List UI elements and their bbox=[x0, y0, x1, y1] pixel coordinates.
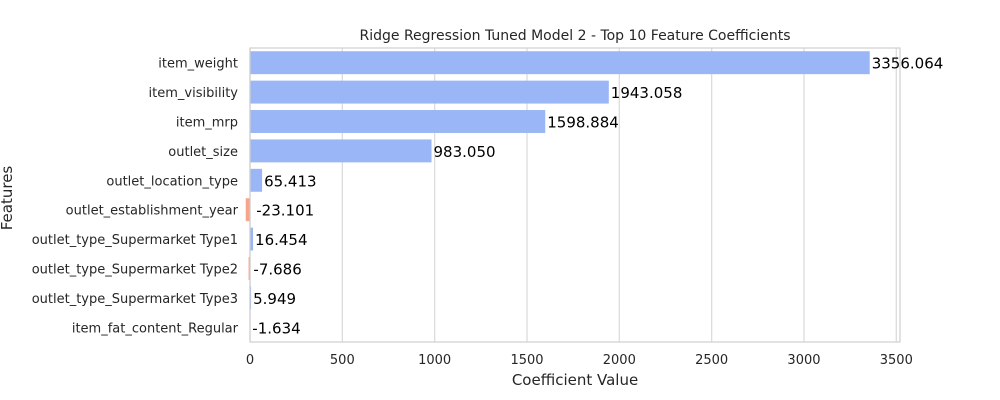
bar bbox=[250, 51, 870, 75]
y-axis-label: Features bbox=[0, 166, 16, 231]
y-tick-label: outlet_establishment_year bbox=[66, 204, 239, 219]
bar bbox=[250, 227, 254, 251]
plot-frame bbox=[249, 47, 901, 343]
x-tick-label: 3500 bbox=[880, 353, 913, 368]
bar bbox=[250, 80, 609, 104]
y-tick-label: outlet_type_Supermarket Type2 bbox=[32, 263, 238, 278]
x-tick-label: 1000 bbox=[418, 353, 451, 368]
data-label: 5.949 bbox=[253, 290, 296, 308]
data-label: 1943.058 bbox=[611, 84, 683, 102]
bar bbox=[250, 139, 432, 163]
data-labels: 3356.064 1943.058 1598.884 983.050 65.413 -23… bbox=[252, 55, 943, 338]
chart-title: Ridge Regression Tuned Model 2 - Top 10 … bbox=[360, 28, 791, 44]
y-tick-label: outlet_type_Supermarket Type1 bbox=[32, 233, 238, 248]
plot-border bbox=[249, 47, 901, 343]
y-tick-label: outlet_type_Supermarket Type3 bbox=[32, 292, 238, 307]
tick-labels: 0 500 1000 1500 2000 2500 3000 3500 item_weighti… bbox=[32, 57, 913, 368]
data-label: 1598.884 bbox=[547, 114, 619, 132]
x-axis-label: Coefficient Value bbox=[512, 371, 638, 389]
data-label: -23.101 bbox=[256, 202, 314, 220]
y-tick-label: outlet_location_type bbox=[106, 174, 238, 189]
bar bbox=[250, 168, 263, 192]
data-label: 65.413 bbox=[264, 172, 317, 190]
x-tick-label: 2500 bbox=[695, 353, 728, 368]
bar bbox=[248, 257, 250, 280]
data-label: -7.686 bbox=[253, 261, 301, 279]
data-label: 16.454 bbox=[255, 231, 308, 249]
x-tick-label: 3000 bbox=[787, 353, 820, 368]
y-tick-label: outlet_size bbox=[168, 145, 238, 160]
x-tick-label: 500 bbox=[330, 353, 355, 368]
data-label: 983.050 bbox=[434, 143, 496, 161]
y-tick-label: item_fat_content_Regular bbox=[72, 321, 239, 336]
y-tick-label: item_visibility bbox=[149, 86, 239, 101]
x-tick-label: 0 bbox=[246, 353, 254, 368]
data-label: -1.634 bbox=[252, 319, 300, 337]
bar bbox=[245, 198, 250, 222]
x-tick-label: 1500 bbox=[510, 353, 543, 368]
bars bbox=[245, 51, 870, 339]
data-label: 3356.064 bbox=[872, 55, 944, 73]
bar bbox=[250, 110, 546, 133]
y-tick-label: item_mrp bbox=[176, 116, 238, 131]
y-tick-label: item_weight bbox=[158, 57, 238, 72]
x-tick-label: 2000 bbox=[603, 353, 636, 368]
